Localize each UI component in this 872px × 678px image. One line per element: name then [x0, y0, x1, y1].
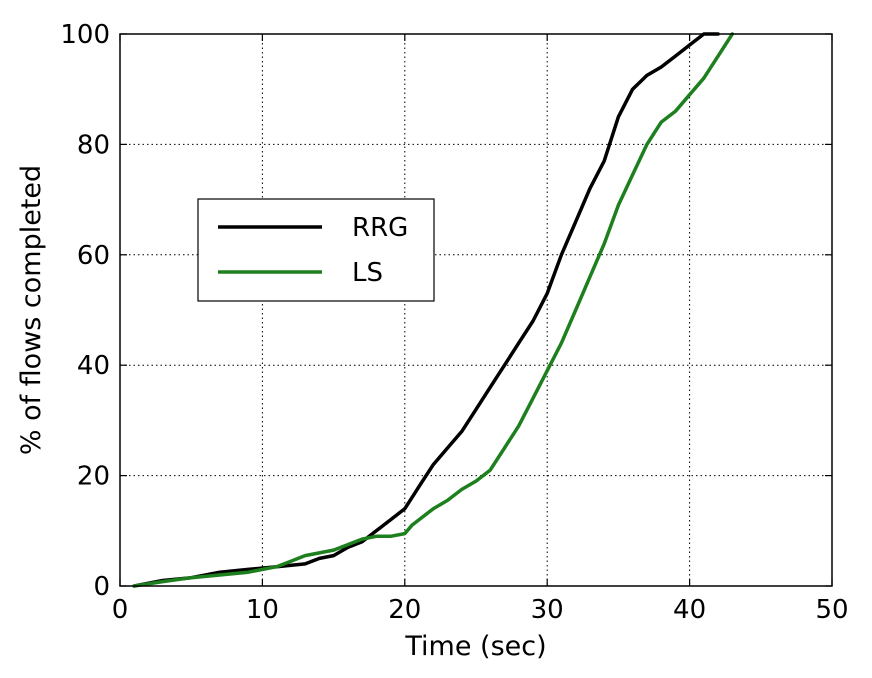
series-layer	[132, 32, 735, 588]
series-line-ls	[132, 32, 735, 588]
y-tick-label: 20	[77, 462, 110, 492]
y-axis-title: % of flows completed	[16, 165, 47, 455]
x-tick-labels: 0 10 20 30 40 50	[112, 595, 849, 625]
x-tick-label: 0	[112, 595, 129, 625]
x-tick-label: 20	[388, 595, 421, 625]
y-tick-label: 40	[77, 351, 110, 381]
x-tick-label: 30	[531, 595, 564, 625]
y-tick-label: 80	[77, 130, 110, 160]
series-line-rrg	[132, 32, 720, 588]
x-tick-label: 10	[246, 595, 279, 625]
y-tick-label: 100	[60, 20, 110, 50]
legend-label-rrg: RRG	[352, 213, 408, 243]
grid-lines	[120, 34, 832, 586]
x-tick-label: 50	[815, 595, 848, 625]
y-tick-label: 0	[93, 572, 110, 602]
x-axis-title: Time (sec)	[404, 631, 546, 662]
plot-frame	[119, 33, 833, 587]
legend: RRG LS	[197, 198, 435, 302]
x-tick-label: 40	[673, 595, 706, 625]
tick-marks	[119, 33, 833, 587]
legend-box	[197, 198, 435, 302]
y-tick-label: 60	[77, 241, 110, 271]
legend-label-ls: LS	[352, 258, 383, 288]
y-tick-labels: 0 20 40 60 80 100	[60, 20, 110, 602]
